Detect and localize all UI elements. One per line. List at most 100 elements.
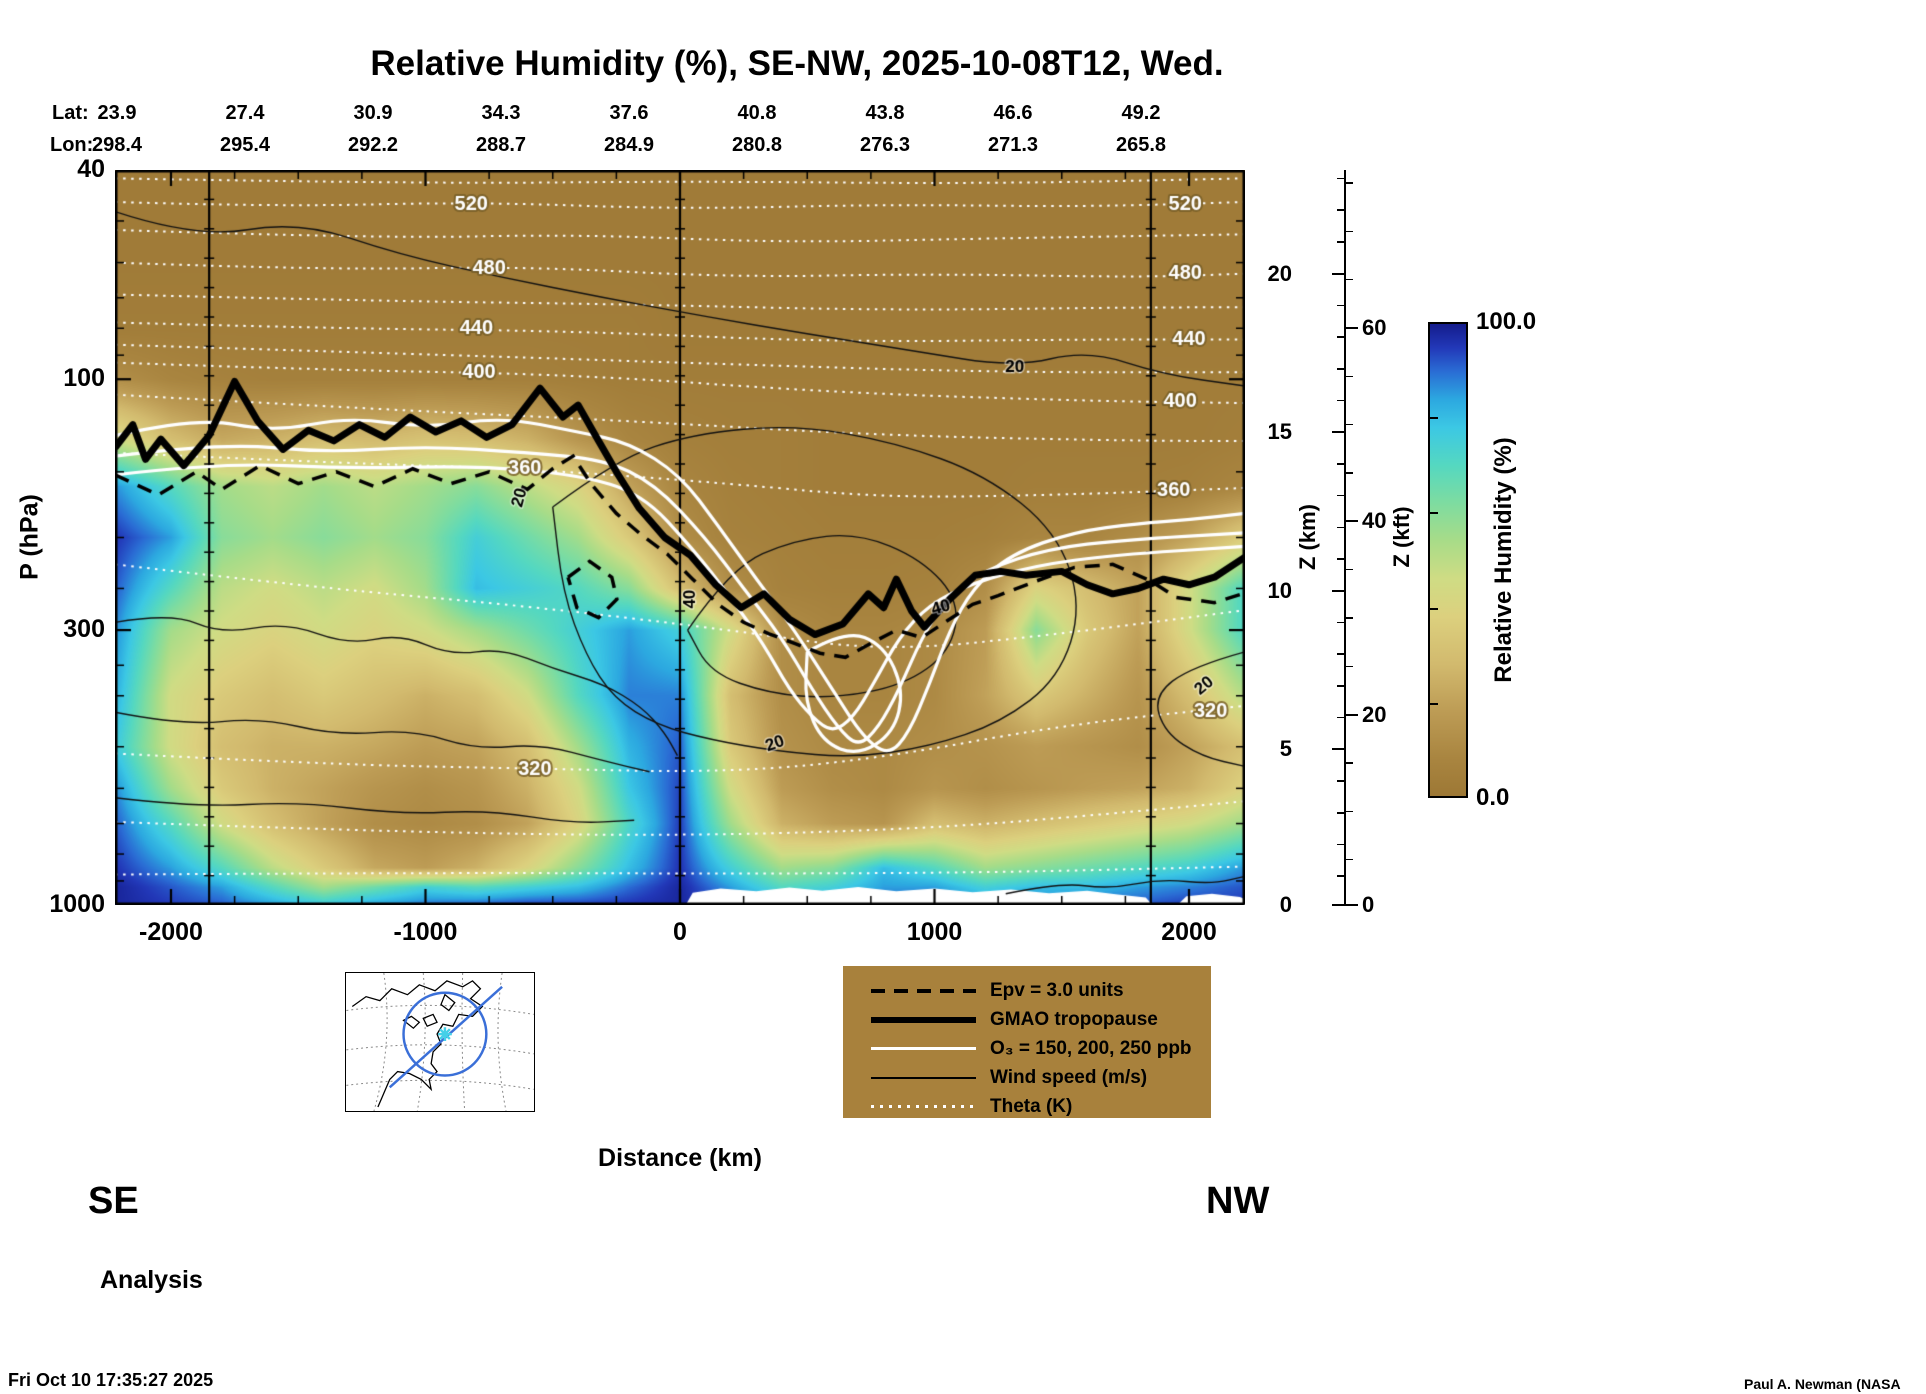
- lat-value: 30.9: [353, 102, 393, 124]
- p-tick-label: 1000: [49, 890, 105, 918]
- z-kft-minor-tick: [1345, 472, 1353, 474]
- z-km-minor-tick: [1337, 558, 1345, 560]
- z-km-minor-tick: [1337, 209, 1345, 211]
- map-inset: [345, 972, 535, 1112]
- legend-label: Epv = 3.0 units: [990, 979, 1124, 1001]
- map-range-circle: [402, 991, 488, 1077]
- z-axis-line: [1344, 170, 1346, 905]
- legend-label: Wind speed (m/s): [990, 1066, 1148, 1088]
- z-km-minor-tick: [1337, 780, 1345, 782]
- z-km-tick: [1332, 589, 1345, 592]
- z-kft-minor-tick: [1345, 230, 1353, 233]
- z-km-minor-tick: [1337, 875, 1345, 877]
- z-km-tick-label: 0: [1279, 892, 1292, 917]
- render-timestamp: Fri Oct 10 17:35:27 2025: [8, 1370, 214, 1390]
- z-km-minor-tick: [1337, 177, 1345, 180]
- legend-sample-ls-trop: [871, 1016, 976, 1023]
- z-kft-minor-tick: [1345, 858, 1353, 861]
- z-kft-tick: [1345, 326, 1358, 329]
- legend-sample-ls-wind: [871, 1076, 976, 1079]
- z-kft-tick-label: 60: [1362, 314, 1387, 340]
- lon-value: 295.4: [219, 134, 271, 156]
- lon-axis-label: Lon:: [50, 134, 94, 156]
- colorbar-tick: [1430, 512, 1438, 515]
- analysis-label: Analysis: [100, 1266, 203, 1294]
- chart-title: Relative Humidity (%), SE-NW, 2025-10-08…: [370, 44, 1224, 83]
- z-km-tick-label: 15: [1267, 419, 1292, 445]
- colorbar-tick: [1430, 417, 1438, 420]
- z-km-minor-tick: [1337, 241, 1345, 243]
- z-kft-minor-tick: [1345, 375, 1353, 378]
- z-kft-minor-tick: [1345, 762, 1353, 764]
- z-km-tick: [1332, 272, 1345, 275]
- z-km-minor-tick: [1337, 336, 1345, 338]
- z-kft-tick-label: 0: [1362, 892, 1375, 917]
- x-tick-label: 1000: [906, 918, 963, 946]
- z-kft-tick-label: 40: [1362, 508, 1387, 534]
- z-kft-minor-tick: [1345, 810, 1353, 813]
- lon-value: 276.3: [859, 134, 911, 156]
- legend-item: Epv = 3.0 units: [871, 980, 1211, 1001]
- z-km-minor-tick: [1337, 399, 1345, 402]
- lon-value: 292.2: [347, 134, 399, 156]
- z-kft-minor-tick: [1345, 568, 1353, 571]
- z-kft-minor-tick: [1345, 665, 1353, 668]
- lat-value: 43.8: [865, 102, 905, 124]
- colorbar-tick: [1430, 607, 1438, 610]
- z-kft-tick: [1345, 713, 1358, 716]
- z-km-axis-label: Z (km): [1295, 504, 1320, 570]
- legend-item: Theta (K): [871, 1096, 1211, 1117]
- lat-value: 27.4: [225, 102, 265, 124]
- lon-value: 271.3: [987, 134, 1039, 156]
- z-km-tick-label: 20: [1267, 260, 1292, 286]
- z-km-minor-tick: [1337, 304, 1345, 307]
- colorbar-tick: [1430, 702, 1438, 705]
- lon-value: 288.7: [475, 134, 527, 156]
- lat-value: 46.6: [993, 102, 1033, 124]
- z-km-tick: [1332, 904, 1345, 906]
- z-km-minor-tick: [1337, 526, 1345, 529]
- z-km-tick-label: 5: [1279, 736, 1292, 762]
- lat-value: 34.3: [481, 102, 521, 124]
- corner-label-se: SE: [88, 1180, 139, 1222]
- lat-axis-label: Lat:: [52, 102, 89, 124]
- x-tick-label: 0: [673, 918, 687, 946]
- z-kft-tick: [1345, 520, 1358, 523]
- colorbar: [1428, 322, 1468, 798]
- z-kft-minor-tick: [1345, 423, 1353, 426]
- legend-sample-ls-o3: [871, 1047, 976, 1050]
- pressure-axis-label: P (hPa): [15, 494, 44, 580]
- p-tick-label: 100: [63, 364, 105, 393]
- z-km-minor-tick: [1337, 494, 1345, 497]
- legend-label: Theta (K): [990, 1095, 1073, 1117]
- z-km-minor-tick: [1337, 685, 1345, 687]
- lat-value: 49.2: [1121, 102, 1161, 124]
- legend-sample-ls-epv: [871, 988, 976, 993]
- legend-sample-ls-theta: [871, 1105, 976, 1108]
- map-center-marker: [438, 1027, 452, 1042]
- p-tick-label: 40: [77, 155, 105, 183]
- z-km-minor-tick: [1337, 653, 1345, 655]
- z-km-minor-tick: [1337, 843, 1345, 846]
- lon-value: 284.9: [603, 134, 655, 156]
- legend-item: O₃ = 150, 200, 250 ppb: [871, 1038, 1211, 1059]
- z-km-minor-tick: [1337, 463, 1345, 465]
- z-km-minor-tick: [1337, 716, 1345, 719]
- x-tick-label: -1000: [393, 918, 458, 946]
- z-km-minor-tick: [1337, 621, 1345, 624]
- colorbar-max-label: 100.0: [1476, 308, 1537, 335]
- corner-label-nw: NW: [1206, 1180, 1270, 1222]
- legend-label: GMAO tropopause: [990, 1008, 1158, 1030]
- cross-section-plot: [115, 170, 1245, 905]
- z-kft-tick-label: 20: [1362, 701, 1387, 727]
- z-km-minor-tick: [1337, 812, 1345, 814]
- x-tick-label: -2000: [139, 918, 203, 946]
- z-kft-axis-label: Z (kft): [1389, 506, 1414, 568]
- lat-value: 23.9: [97, 102, 137, 124]
- x-tick-label: 2000: [1161, 918, 1217, 946]
- legend-item: GMAO tropopause: [871, 1009, 1211, 1030]
- legend-label: O₃ = 150, 200, 250 ppb: [990, 1037, 1192, 1059]
- z-km-tick: [1332, 748, 1345, 751]
- z-km-minor-tick: [1337, 368, 1345, 370]
